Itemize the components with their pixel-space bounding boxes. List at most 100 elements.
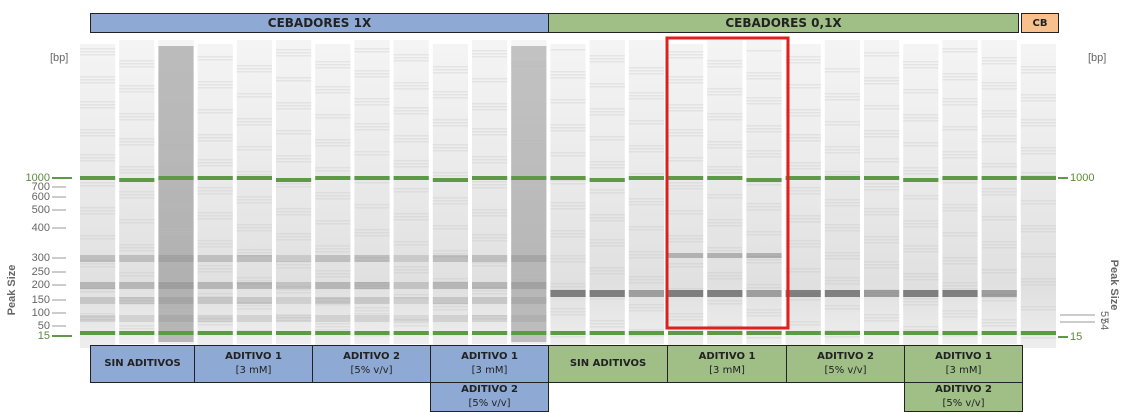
lane-texture <box>590 192 625 194</box>
lane-texture <box>629 73 664 75</box>
condition: ADITIVO 2[5% v/v] <box>312 345 431 383</box>
lane-texture <box>198 240 233 242</box>
lane-texture <box>511 193 546 195</box>
lane-texture <box>590 323 625 325</box>
lane-texture <box>315 89 350 91</box>
lane-texture <box>433 309 468 311</box>
lane-texture <box>119 219 154 221</box>
lane-texture <box>942 204 977 206</box>
lane-texture <box>511 168 546 170</box>
marker-band <box>1021 176 1056 180</box>
band <box>119 255 154 262</box>
lane-texture <box>511 140 546 142</box>
marker-band <box>354 176 389 180</box>
lane-texture <box>786 84 821 86</box>
lane-texture <box>394 166 429 168</box>
lane-texture <box>668 182 703 184</box>
lane-texture <box>158 72 193 74</box>
lane-texture <box>864 214 899 216</box>
lane-texture <box>629 251 664 253</box>
lane-texture <box>668 238 703 240</box>
lane-texture <box>942 129 977 131</box>
lane-texture <box>550 155 585 157</box>
lane-texture <box>394 110 429 112</box>
marker-band <box>668 176 703 180</box>
lane-texture <box>550 152 585 154</box>
lane-texture <box>198 265 233 267</box>
lane-texture <box>903 195 938 197</box>
lane-texture <box>119 116 154 118</box>
lane-texture <box>864 208 899 210</box>
lane-texture <box>864 55 899 57</box>
marker-band <box>276 331 311 335</box>
lane-texture <box>982 247 1017 249</box>
lane-texture <box>864 161 899 163</box>
lane-texture <box>590 214 625 216</box>
tick-label: 54 <box>1098 318 1110 330</box>
lane-texture <box>942 257 977 259</box>
lane-texture <box>198 59 233 61</box>
lane-texture <box>354 235 389 237</box>
lane-texture <box>629 257 664 259</box>
tick-label: 600 <box>32 191 50 203</box>
condition-label: SIN ADITIVOS <box>570 357 646 371</box>
band <box>472 255 507 262</box>
lane <box>825 40 860 344</box>
lane-texture <box>942 263 977 265</box>
band <box>80 315 115 322</box>
marker-band <box>237 176 272 180</box>
lane-texture <box>942 73 977 75</box>
band <box>276 297 311 304</box>
lane-texture <box>511 171 546 173</box>
lane-texture <box>237 71 272 73</box>
band <box>276 255 311 262</box>
lane-texture <box>903 173 938 175</box>
lane-texture <box>786 56 821 58</box>
lane-texture <box>198 324 233 326</box>
lane-texture <box>354 104 389 106</box>
lane-texture <box>707 91 742 93</box>
lane-texture <box>668 241 703 243</box>
lane-texture <box>825 152 860 154</box>
lane-texture <box>668 319 703 321</box>
lane-texture <box>746 75 781 77</box>
lane-texture <box>158 312 193 314</box>
condition: ADITIVO 2[5% v/v] <box>430 382 549 412</box>
lane-texture <box>1021 228 1056 230</box>
lane-texture <box>707 169 742 171</box>
marker-band <box>629 176 664 180</box>
lane-texture <box>942 151 977 153</box>
lane-texture <box>511 271 546 273</box>
lane-texture <box>276 108 311 110</box>
tick-label: 250 <box>32 266 50 278</box>
lane-texture <box>825 308 860 310</box>
lane-texture <box>982 63 1017 65</box>
lane-texture <box>825 199 860 201</box>
condition: SIN ADITIVOS <box>90 345 195 383</box>
lane-texture <box>746 337 781 339</box>
lane-texture <box>433 175 468 177</box>
lane-texture <box>119 275 154 277</box>
band <box>198 282 233 289</box>
lane-texture <box>786 109 821 111</box>
lane-texture <box>315 326 350 328</box>
lane-texture <box>746 284 781 286</box>
lane-texture <box>80 129 115 131</box>
lane-texture <box>80 51 115 53</box>
lane-texture <box>472 106 507 108</box>
lane-texture <box>864 77 899 79</box>
lane-texture <box>315 145 350 147</box>
lane-texture <box>198 84 233 86</box>
lane-texture <box>276 80 311 82</box>
lane <box>864 40 899 344</box>
condition-detail: [5% v/v] <box>468 397 510 411</box>
lane-texture <box>1021 125 1056 127</box>
axis-unit: [bp] <box>50 52 68 64</box>
lane-texture <box>786 140 821 142</box>
lane-texture <box>237 305 272 307</box>
lane-texture <box>198 87 233 89</box>
lane-texture <box>1021 203 1056 205</box>
lane-texture <box>786 215 821 217</box>
band <box>354 297 389 304</box>
lane-texture <box>668 313 703 315</box>
